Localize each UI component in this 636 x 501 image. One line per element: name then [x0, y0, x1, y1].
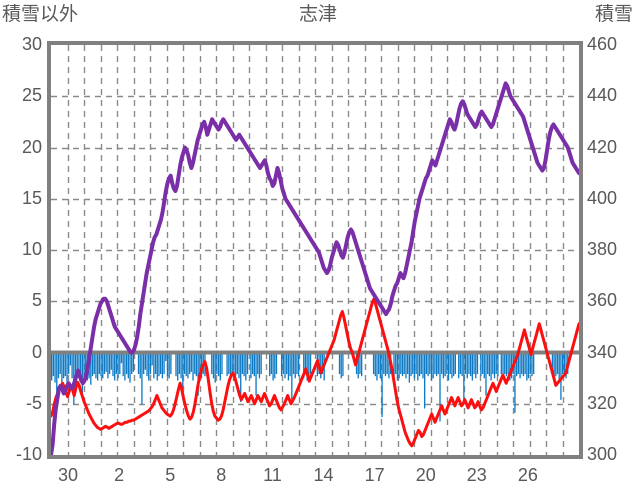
y-tick-left-0: 0: [31, 341, 42, 362]
x-tick-5: 5: [165, 465, 176, 485]
y-tick-left-15: 15: [21, 187, 42, 208]
y-tick-right-420: 420: [587, 136, 618, 157]
y-tick-left-20: 20: [21, 136, 42, 157]
snow-depth-line: [51, 81, 579, 455]
y-tick-right-300: 300: [587, 444, 618, 464]
y-tick-left--5: -5: [25, 392, 42, 413]
x-tick-23: 23: [466, 465, 487, 485]
y-tick-left--10: -10: [15, 444, 42, 464]
x-tick-8: 8: [216, 465, 227, 485]
zero-line: [51, 350, 579, 355]
y-tick-right-460: 460: [587, 34, 618, 54]
y-tick-left-10: 10: [21, 239, 42, 259]
x-tick-26: 26: [517, 465, 538, 485]
plot-area: [47, 41, 583, 459]
gridlines: [51, 45, 579, 455]
y-tick-left-5: 5: [31, 290, 42, 311]
left-axis-caption: 積雪以外: [2, 4, 79, 25]
x-tick-17: 17: [364, 465, 385, 485]
y-tick-left-25: 25: [21, 85, 42, 106]
x-tick-11: 11: [263, 465, 282, 485]
x-tick-30: 30: [58, 465, 79, 485]
y-tick-right-400: 400: [587, 187, 618, 208]
chart-title: 志津: [298, 4, 337, 25]
precipitation-bars: [51, 352, 569, 422]
y-tick-right-380: 380: [587, 239, 618, 259]
right-axis-caption: 積雪: [594, 4, 633, 25]
y-tick-left-30: 30: [21, 34, 42, 54]
y-tick-right-340: 340: [587, 341, 618, 362]
x-tick-2: 2: [114, 465, 125, 485]
temperature-line: [51, 297, 579, 448]
y-tick-right-360: 360: [587, 290, 618, 311]
y-tick-right-320: 320: [587, 392, 618, 413]
x-tick-14: 14: [313, 465, 334, 485]
x-tick-20: 20: [415, 465, 436, 485]
plot-inner: [51, 45, 579, 455]
y-tick-right-440: 440: [587, 85, 618, 106]
